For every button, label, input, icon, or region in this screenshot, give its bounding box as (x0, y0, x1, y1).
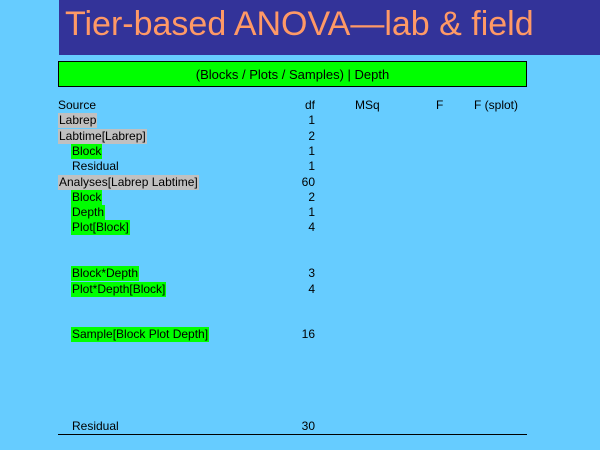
df-cell: 30 (301, 419, 315, 433)
table-row: Analyses[Labrep Labtime] 60 (0, 175, 600, 190)
source-cell: Block*Depth (71, 266, 140, 281)
table-row: Block 2 (0, 190, 600, 205)
df-cell: 16 (301, 327, 315, 341)
table-row: Sample[Block Plot Depth] 16 (0, 327, 600, 342)
df-cell: 1 (308, 159, 315, 173)
table-row: Plot*Depth[Block] 4 (0, 282, 600, 297)
table-row: Block 1 (0, 144, 600, 159)
table-row: Block*Depth 3 (0, 266, 600, 281)
table-row: Labtime[Labrep] 2 (0, 129, 600, 144)
df-cell: 2 (308, 129, 315, 143)
table-row: Depth 1 (0, 205, 600, 220)
source-cell: Residual (72, 419, 119, 433)
source-cell: Block (71, 144, 103, 159)
df-cell: 4 (308, 220, 315, 234)
column-f-header: F (436, 98, 444, 112)
title-bar: Tier-based ANOVA—lab & field (59, 0, 600, 55)
df-cell: 3 (308, 266, 315, 280)
column-source-header: Source (58, 98, 97, 112)
df-cell: 4 (308, 282, 315, 296)
column-df-header: df (304, 98, 315, 112)
column-msq-header: MSq (355, 98, 380, 112)
table-bottom-rule (58, 434, 527, 435)
column-header-row: Source df MSq F F (splot) (0, 98, 600, 113)
source-cell: Plot[Block] (71, 220, 130, 235)
source-cell: Depth (71, 205, 106, 220)
table-row: Plot[Block] 4 (0, 220, 600, 235)
table-header-box: (Blocks / Plots / Samples) | Depth (58, 61, 527, 87)
slide-title: Tier-based ANOVA—lab & field (65, 5, 534, 43)
source-cell: Residual (72, 159, 119, 173)
df-cell: 1 (308, 144, 315, 158)
column-f-splot-header: F (splot) (474, 98, 519, 112)
source-cell: Analyses[Labrep Labtime] (58, 175, 199, 190)
table-header-text: (Blocks / Plots / Samples) | Depth (195, 66, 390, 82)
table-row: Residual 1 (0, 159, 600, 174)
table-row: Labrep 1 (0, 113, 600, 128)
source-cell: Block (71, 190, 103, 205)
source-cell: Labtime[Labrep] (58, 129, 147, 144)
table-row: Residual 30 (0, 419, 600, 434)
df-cell: 1 (308, 205, 315, 219)
df-cell: 60 (301, 175, 315, 189)
source-cell: Sample[Block Plot Depth] (71, 327, 210, 342)
df-cell: 1 (308, 113, 315, 127)
source-cell: Labrep (58, 113, 98, 128)
df-cell: 2 (308, 190, 315, 204)
source-cell: Plot*Depth[Block] (71, 282, 167, 297)
